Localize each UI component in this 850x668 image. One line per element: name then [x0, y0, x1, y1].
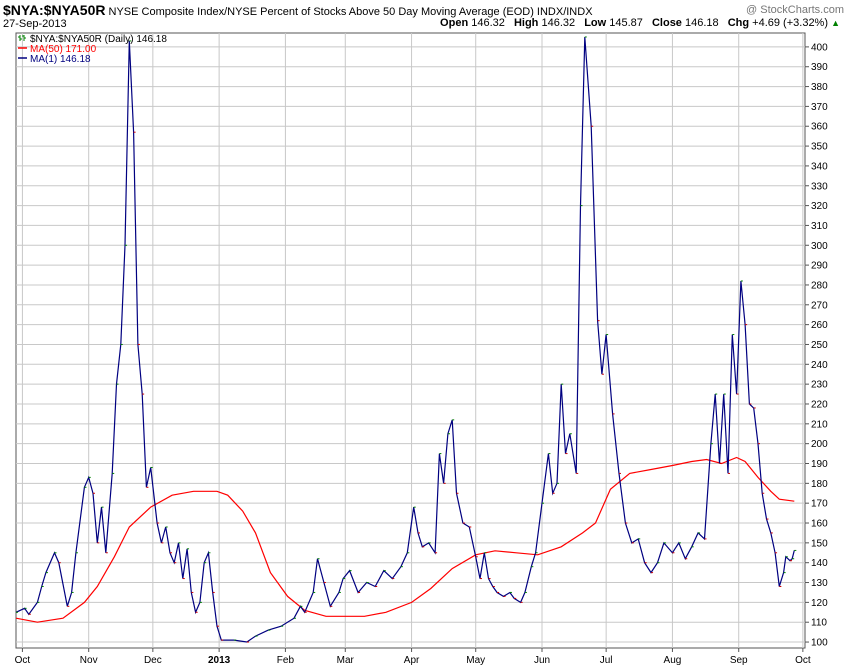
open-value: 146.32	[471, 17, 505, 29]
y-tick-label: 310	[811, 221, 828, 232]
y-tick-label: 400	[811, 42, 828, 53]
y-tick-label: 170	[811, 499, 828, 510]
y-tick-label: 100	[811, 638, 828, 649]
y-tick-label: 260	[811, 320, 828, 331]
x-tick-label: Nov	[80, 655, 98, 666]
x-tick-label: Apr	[404, 655, 420, 666]
close-value: 146.18	[685, 17, 719, 29]
open-label: Open	[440, 17, 469, 29]
chg-up-arrow-icon: ▲	[831, 18, 840, 28]
x-tick-label: Jul	[600, 655, 613, 666]
y-tick-label: 380	[811, 82, 828, 93]
y-tick-label: 280	[811, 280, 828, 291]
high-label: High	[513, 17, 539, 29]
symbol-description: NYSE Composite Index/NYSE Percent of Sto…	[108, 6, 593, 18]
x-tick-label: Jun	[534, 655, 550, 666]
y-tick-label: 110	[811, 618, 827, 629]
y-tick-label: 220	[811, 399, 828, 410]
y-tick-label: 350	[811, 142, 828, 153]
legend-label: MA(1) 146.18	[30, 54, 91, 65]
x-tick-label: Feb	[277, 655, 295, 666]
y-tick-label: 160	[811, 519, 828, 530]
low-label: Low	[584, 17, 607, 29]
y-tick-label: 340	[811, 161, 828, 172]
y-tick-label: 360	[811, 122, 828, 133]
x-tick-label: Mar	[337, 655, 355, 666]
chg-value: +4.69 (+3.32%)	[752, 17, 829, 29]
high-value: 146.32	[541, 17, 576, 29]
chg-label: Chg	[727, 17, 750, 29]
close-label: Close	[651, 17, 682, 29]
x-tick-label: May	[466, 655, 485, 666]
y-tick-label: 370	[811, 102, 828, 113]
legend-label: $NYA:$NYA50R (Daily) 146.18	[30, 34, 167, 45]
y-tick-label: 210	[811, 419, 828, 430]
ohlc-readout: Open 146.32 High 146.32 Low 145.87 Close…	[440, 17, 840, 29]
y-tick-label: 240	[811, 360, 828, 371]
y-tick-label: 140	[811, 558, 828, 569]
y-tick-label: 180	[811, 479, 828, 490]
y-tick-label: 320	[811, 201, 828, 212]
x-tick-label: Aug	[664, 655, 682, 666]
y-tick-label: 390	[811, 62, 828, 73]
y-tick-label: 290	[811, 261, 828, 272]
y-tick-label: 270	[811, 300, 828, 311]
symbol: $NYA:$NYA50R	[3, 2, 106, 18]
legend-label: MA(50) 171.00	[30, 44, 97, 55]
x-tick-label: 2013	[208, 655, 231, 666]
stockcharts-watermark: @ StockCharts.com	[746, 4, 844, 16]
y-tick-label: 150	[811, 538, 828, 549]
y-tick-label: 120	[811, 598, 828, 609]
y-tick-label: 300	[811, 241, 828, 252]
x-tick-label: Oct	[15, 655, 31, 666]
x-tick-label: Sep	[730, 655, 748, 666]
chart-symbol-title: $NYA:$NYA50R NYSE Composite Index/NYSE P…	[3, 2, 593, 18]
low-value: 145.87	[609, 17, 643, 29]
chart-date: 27-Sep-2013	[3, 18, 67, 30]
y-tick-label: 330	[811, 181, 828, 192]
y-tick-label: 230	[811, 380, 828, 391]
y-tick-label: 200	[811, 439, 828, 450]
x-tick-label: Oct	[795, 655, 811, 666]
bar-chart-icon	[18, 35, 26, 41]
ma50-line	[15, 456, 795, 623]
y-tick-label: 130	[811, 578, 828, 589]
y-tick-label: 190	[811, 459, 828, 470]
y-tick-label: 250	[811, 340, 828, 351]
x-tick-label: Dec	[144, 655, 162, 666]
plot-area	[15, 32, 806, 649]
